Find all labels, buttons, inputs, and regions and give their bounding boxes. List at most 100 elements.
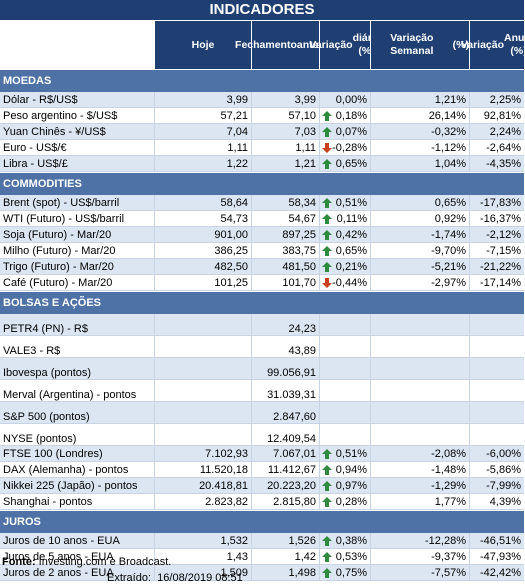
cell-hoje: 11.520,18	[154, 462, 251, 478]
row-label: Yuan Chinês - ¥/US$	[0, 124, 154, 140]
cell-variacao-anual: -4,35%	[469, 156, 524, 172]
arrow-down-icon	[322, 277, 332, 288]
cell-variacao-diaria: 0,75%	[319, 565, 370, 581]
cell-hoje: 7.102,93	[154, 446, 251, 462]
cell-hoje: 2.823,82	[154, 494, 251, 510]
cell-variacao-anual	[469, 358, 524, 380]
cell-variacao-semanal: -9,70%	[370, 243, 469, 259]
cell-variacao-anual: -17,83%	[469, 195, 524, 211]
cell-fechamento: 101,70	[251, 275, 319, 291]
row-label: VALE3 - R$	[0, 336, 154, 358]
row-label: Juros de 10 anos - EUA	[0, 533, 154, 549]
cell-variacao-semanal	[370, 314, 469, 336]
row-label: Trigo (Futuro) - Mar/20	[0, 259, 154, 275]
cell-hoje: 901,00	[154, 227, 251, 243]
row-label: WTI (Futuro) - US$/barril	[0, 211, 154, 227]
cell-variacao-anual: -2,64%	[469, 140, 524, 156]
cell-variacao-diaria: 0,51%	[319, 195, 370, 211]
row-label: Nikkei 225 (Japão) - pontos	[0, 478, 154, 494]
cell-variacao-semanal: -9,37%	[370, 549, 469, 565]
cell-variacao-semanal: -1,74%	[370, 227, 469, 243]
cell-variacao-semanal: 1,77%	[370, 494, 469, 510]
table-row: Soja (Futuro) - Mar/20 901,00 897,25 0,42% -…	[0, 227, 524, 243]
cell-variacao-semanal	[370, 358, 469, 380]
cell-fechamento: 54,67	[251, 211, 319, 227]
row-label: Euro - US$/€	[0, 140, 154, 156]
arrow-up-icon	[322, 110, 332, 121]
cell-variacao-diaria	[319, 424, 370, 446]
arrow-up-icon	[322, 535, 332, 546]
cell-variacao-semanal	[370, 336, 469, 358]
header-fechamento-anterior: Fechamento anterior	[235, 21, 336, 69]
cell-variacao-semanal: -12,28%	[370, 533, 469, 549]
cell-hoje: 3,99	[154, 92, 251, 108]
cell-hoje: 386,25	[154, 243, 251, 259]
table-row: NYSE (pontos) 12.409,54	[0, 424, 524, 446]
cell-hoje: 7,04	[154, 124, 251, 140]
cell-variacao-diaria: 0,11%	[319, 211, 370, 227]
section-header: BOLSAS E AÇÕES	[0, 291, 524, 314]
arrow-up-icon	[322, 158, 332, 169]
row-label: Juros de 2 anos - EUA	[0, 565, 154, 581]
cell-variacao-diaria	[319, 402, 370, 424]
cell-fechamento: 7,03	[251, 124, 319, 140]
cell-variacao-anual: -42,42%	[469, 565, 524, 581]
table-row: Milho (Futuro) - Mar/20 386,25 383,75 0,65%…	[0, 243, 524, 259]
arrow-down-icon	[322, 142, 332, 153]
cell-variacao-diaria: -0,44%	[319, 275, 370, 291]
header-variacao-semanal: Variação Semanal (%)	[370, 21, 469, 69]
table-row: Yuan Chinês - ¥/US$ 7,04 7,03 0,07% -0,32% 2,…	[0, 124, 524, 140]
row-label: FTSE 100 (Londres)	[0, 446, 154, 462]
table-row: Juros de 5 anos - EUA 1,43 1,42 0,53% -9,37%…	[0, 549, 524, 565]
cell-variacao-anual	[469, 380, 524, 402]
table-row: Juros de 10 anos - EUA 1,532 1,526 0,38% -12…	[0, 533, 524, 549]
cell-hoje	[154, 402, 251, 424]
cell-variacao-anual: -7,15%	[469, 243, 524, 259]
source-note: Fonte: Investing.com e Broadcast.	[2, 556, 172, 568]
table-body: MOEDAS Dólar - R$/US$ 3,99 3,99 0,00% 1,21% 2,…	[0, 69, 524, 581]
table-row: FTSE 100 (Londres) 7.102,93 7.067,01 0,51% -…	[0, 446, 524, 462]
row-label: Dólar - R$/US$	[0, 92, 154, 108]
arrow-up-icon	[322, 245, 332, 256]
cell-fechamento: 1,21	[251, 156, 319, 172]
cell-hoje	[154, 380, 251, 402]
arrow-up-icon	[322, 448, 332, 459]
cell-hoje: 57,21	[154, 108, 251, 124]
arrow-up-icon	[322, 551, 332, 562]
row-label: Café (Futuro) - Mar/20	[0, 275, 154, 291]
table-row: Trigo (Futuro) - Mar/20 482,50 481,50 0,21%…	[0, 259, 524, 275]
cell-fechamento: 2.847,60	[251, 402, 319, 424]
cell-hoje: 1,509	[154, 565, 251, 581]
cell-variacao-diaria: 0,51%	[319, 446, 370, 462]
row-label: Brent (spot) - US$/barril	[0, 195, 154, 211]
cell-variacao-diaria	[319, 336, 370, 358]
cell-variacao-semanal: 0,92%	[370, 211, 469, 227]
cell-variacao-anual: 2,24%	[469, 124, 524, 140]
cell-variacao-anual: 4,39%	[469, 494, 524, 510]
cell-variacao-diaria: 0,21%	[319, 259, 370, 275]
table-row: Ibovespa (pontos) 99.056,91	[0, 358, 524, 380]
cell-variacao-anual: -47,93%	[469, 549, 524, 565]
cell-fechamento: 43,89	[251, 336, 319, 358]
cell-variacao-semanal: -1,12%	[370, 140, 469, 156]
table-row: Merval (Argentina) - pontos 31.039,31	[0, 380, 524, 402]
cell-fechamento: 12.409,54	[251, 424, 319, 446]
cell-variacao-semanal: 0,65%	[370, 195, 469, 211]
column-headers: Hoje Fechamento anterior Variação diária (…	[0, 20, 525, 69]
extract-note: Extraído: 16/08/2019 08:51	[107, 572, 243, 584]
row-label: Shanghai - pontos	[0, 494, 154, 510]
cell-variacao-anual: -5,86%	[469, 462, 524, 478]
cell-fechamento: 7.067,01	[251, 446, 319, 462]
table-row: WTI (Futuro) - US$/barril 54,73 54,67 0,11%…	[0, 211, 524, 227]
row-label: PETR4 (PN) - R$	[0, 314, 154, 336]
cell-variacao-diaria: 0,94%	[319, 462, 370, 478]
cell-variacao-anual	[469, 402, 524, 424]
table-row: PETR4 (PN) - R$ 24,23	[0, 314, 524, 336]
arrow-up-icon	[322, 567, 332, 578]
row-label: Peso argentino - $/US$	[0, 108, 154, 124]
cell-fechamento: 1,42	[251, 549, 319, 565]
cell-variacao-diaria: 0,28%	[319, 494, 370, 510]
row-label: Ibovespa (pontos)	[0, 358, 154, 380]
cell-variacao-semanal: 1,04%	[370, 156, 469, 172]
header-variacao-anual: VariaçãoAnual (%)	[461, 21, 525, 69]
